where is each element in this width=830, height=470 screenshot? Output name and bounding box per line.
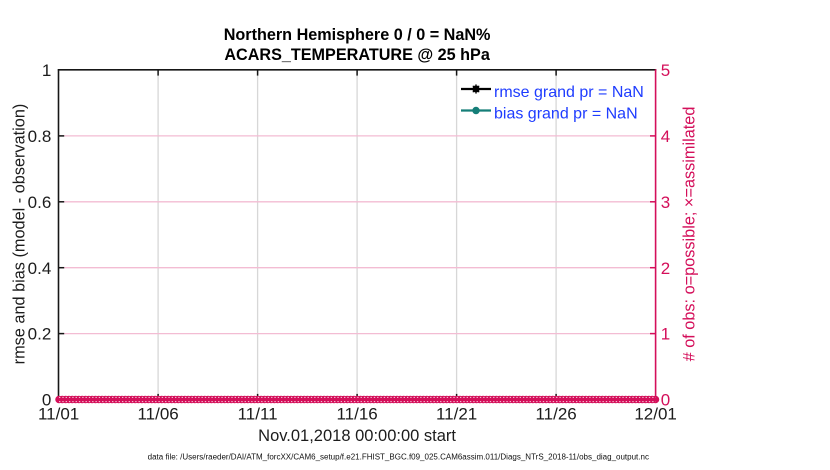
svg-text:4: 4 — [661, 127, 670, 146]
svg-text:0.2: 0.2 — [28, 325, 52, 344]
svg-text:data file: /Users/raeder/DAI/A: data file: /Users/raeder/DAI/ATM_forcXX/… — [148, 453, 649, 462]
svg-text:12/01: 12/01 — [634, 405, 677, 424]
svg-text:0: 0 — [661, 391, 670, 410]
svg-text:11/26: 11/26 — [535, 405, 576, 424]
svg-text:0.4: 0.4 — [28, 259, 52, 278]
svg-text:11/01: 11/01 — [38, 405, 79, 424]
svg-text:5: 5 — [661, 61, 670, 80]
svg-text:11/16: 11/16 — [336, 405, 377, 424]
svg-text:11/06: 11/06 — [137, 405, 178, 424]
svg-text:0: 0 — [42, 391, 51, 410]
svg-text:0.6: 0.6 — [28, 193, 52, 212]
svg-text:0.8: 0.8 — [28, 127, 52, 146]
svg-text:Nov.01,2018 00:00:00 start: Nov.01,2018 00:00:00 start — [258, 427, 456, 445]
svg-text:bias grand pr = NaN: bias grand pr = NaN — [494, 106, 638, 123]
svg-text:1: 1 — [42, 61, 51, 80]
svg-text:rmse grand pr = NaN: rmse grand pr = NaN — [494, 84, 644, 101]
svg-text:3: 3 — [661, 193, 670, 212]
svg-text:rmse and bias (model - observa: rmse and bias (model - observation) — [10, 104, 28, 365]
svg-text:Northern Hemisphere 0 / 0 = Na: Northern Hemisphere 0 / 0 = NaN% — [224, 26, 491, 44]
svg-text:11/11: 11/11 — [238, 405, 278, 424]
svg-text:1: 1 — [661, 325, 670, 344]
svg-text:2: 2 — [661, 259, 670, 278]
svg-text:11/21: 11/21 — [436, 405, 477, 424]
svg-text:# of obs: o=possible; ×=assimi: # of obs: o=possible; ×=assimilated — [680, 107, 698, 362]
svg-text:ACARS_TEMPERATURE @ 25 hPa: ACARS_TEMPERATURE @ 25 hPa — [224, 46, 491, 64]
